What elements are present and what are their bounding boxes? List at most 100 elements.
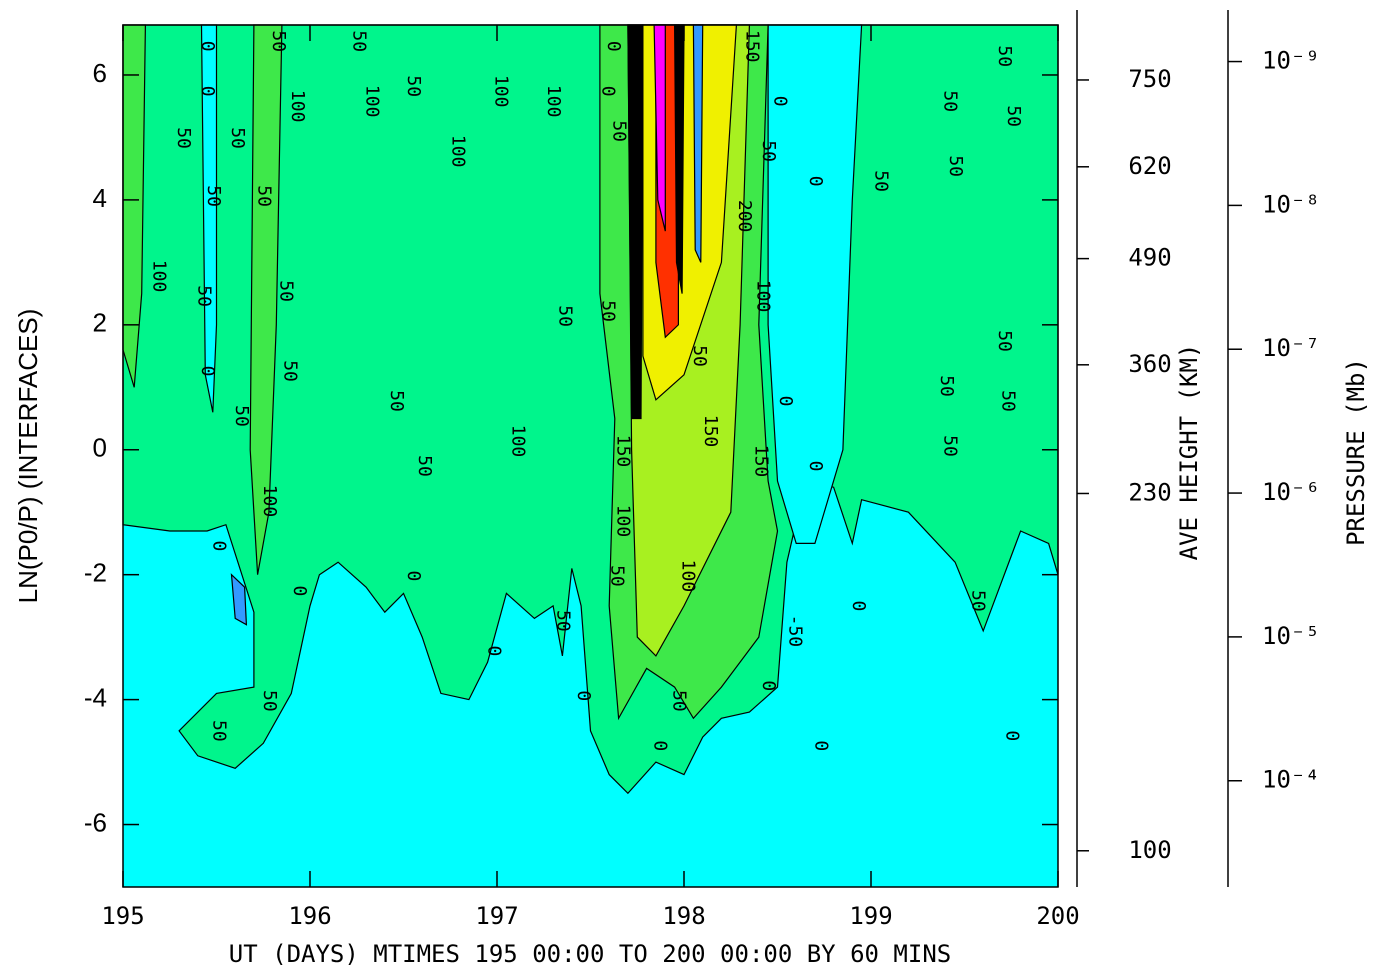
contour-label: -50 <box>784 615 805 648</box>
x-tick-label: 200 <box>1036 902 1079 930</box>
pressure-tick-label: 10⁻⁹ <box>1262 47 1320 75</box>
height-tick-label: 100 <box>1128 836 1171 864</box>
contour-label: 100 <box>259 485 280 518</box>
contour-label: 0 <box>603 41 624 52</box>
contour-label: 100 <box>753 280 774 313</box>
x-tick-label: 195 <box>101 902 144 930</box>
contour-label: 50 <box>940 435 961 457</box>
pressure-axis-label: PRESSURE (Mb) <box>1342 358 1370 546</box>
y-axis-label: LN(P0/P) (INTERFACES) <box>13 309 43 604</box>
contour-label: 150 <box>612 435 633 468</box>
plot-area: 0 0 50 50 100 50 50 100 50 100 100 100 50 50 100 50 0 50 1… <box>122 24 1059 887</box>
contour-label: 100 <box>149 260 170 293</box>
contour-label: 50 <box>936 375 957 397</box>
contour-label: 0 <box>208 541 229 552</box>
contour-label: 50 <box>607 565 628 587</box>
contour-label: 50 <box>276 280 297 302</box>
contour-region <box>673 24 685 294</box>
contour-label: 0 <box>403 571 424 582</box>
contour-region <box>230 573 248 626</box>
contour-label: 50 <box>227 127 248 149</box>
pressure-tick-label: 10⁻⁷ <box>1262 334 1320 362</box>
contour-label: 100 <box>448 135 469 168</box>
contour-label: 50 <box>552 610 573 632</box>
contour-label: 0 <box>573 690 594 701</box>
contour-label: 50 <box>268 30 289 52</box>
x-axis-label: UT (DAYS) MTIMES 195 00:00 TO 200 00:00 … <box>229 940 951 968</box>
contour-label: 0 <box>197 41 218 52</box>
y-tick-label: 0 <box>93 433 107 463</box>
contour-label: 50 <box>193 285 214 307</box>
y-tick-label: 6 <box>93 58 107 88</box>
contour-label: 0 <box>805 461 826 472</box>
contour-label: 150 <box>741 30 762 63</box>
y-tick-label: 2 <box>93 308 107 338</box>
contour-label: 50 <box>668 690 689 712</box>
contour-label: 0 <box>805 176 826 187</box>
x-tick-label: 199 <box>849 902 892 930</box>
contour-label: 100 <box>678 560 699 593</box>
contour-label: 150 <box>700 415 721 448</box>
contour-label: 0 <box>758 680 779 691</box>
contour-label: 100 <box>612 505 633 538</box>
contour-label: 50 <box>554 305 575 327</box>
x-tick-label: 197 <box>475 902 518 930</box>
contour-label: 50 <box>870 170 891 192</box>
height-tick-label: 490 <box>1128 244 1171 272</box>
contour-label: 50 <box>945 155 966 177</box>
height-axis-label: AVE HEIGHT (KM) <box>1175 344 1203 561</box>
contour-label: 0 <box>811 740 832 751</box>
contour-label: 50 <box>208 720 229 742</box>
contour-label: 50 <box>231 405 252 427</box>
contour-label: 200 <box>734 200 755 233</box>
contour-label: 0 <box>650 740 671 751</box>
contour-label: 100 <box>543 85 564 118</box>
contour-label: 150 <box>751 445 772 478</box>
height-tick-label: 230 <box>1128 478 1171 506</box>
contour-label: 50 <box>173 127 194 149</box>
pressure-tick-label: 10⁻⁵ <box>1262 622 1320 650</box>
height-tick-label: 360 <box>1128 350 1171 378</box>
contour-label: 0 <box>289 585 310 596</box>
contour-label: 50 <box>994 330 1015 352</box>
y-tick-label: 4 <box>93 183 107 213</box>
contour-label: 0 <box>597 86 618 97</box>
contour-label: 100 <box>491 75 512 108</box>
contour-label: 0 <box>848 600 869 611</box>
contour-label: 50 <box>689 345 710 367</box>
contour-label: 50 <box>994 45 1015 67</box>
contour-label: 50 <box>998 390 1019 412</box>
x-tick-label: 198 <box>662 902 705 930</box>
x-tick-label: 196 <box>288 902 331 930</box>
contour-label: 0 <box>197 86 218 97</box>
y-tick-label: -6 <box>84 807 107 837</box>
contour-label: 50 <box>259 690 280 712</box>
y-tick-label: -4 <box>84 682 107 712</box>
contour-label: 50 <box>253 185 274 207</box>
plot-frame <box>122 24 1059 888</box>
contour-region <box>692 24 704 263</box>
contour-label: 0 <box>775 396 796 407</box>
contour-label: 0 <box>769 96 790 107</box>
contour-label: 50 <box>597 300 618 322</box>
height-tick-label: 620 <box>1128 152 1171 180</box>
contour-label: 50 <box>203 185 224 207</box>
pressure-tick-label: 10⁻⁶ <box>1262 478 1320 506</box>
pressure-tick-label: 10⁻⁸ <box>1262 190 1320 218</box>
contour-label: 100 <box>287 90 308 123</box>
contour-label: 50 <box>403 75 424 97</box>
height-tick-label: 750 <box>1128 65 1171 93</box>
contour-label: 100 <box>508 425 529 458</box>
contour-label: 50 <box>968 590 989 612</box>
contour-label: 50 <box>609 120 630 142</box>
contour-label: 0 <box>483 645 504 656</box>
contour-label: 0 <box>197 366 218 377</box>
contour-label: 50 <box>386 390 407 412</box>
contour-region <box>767 24 863 544</box>
contour-label: 0 <box>1001 730 1022 741</box>
pressure-tick-label: 10⁻⁴ <box>1262 766 1320 794</box>
y-tick-label: -2 <box>84 558 107 588</box>
contour-label: 50 <box>758 140 779 162</box>
contour-label: 50 <box>349 30 370 52</box>
